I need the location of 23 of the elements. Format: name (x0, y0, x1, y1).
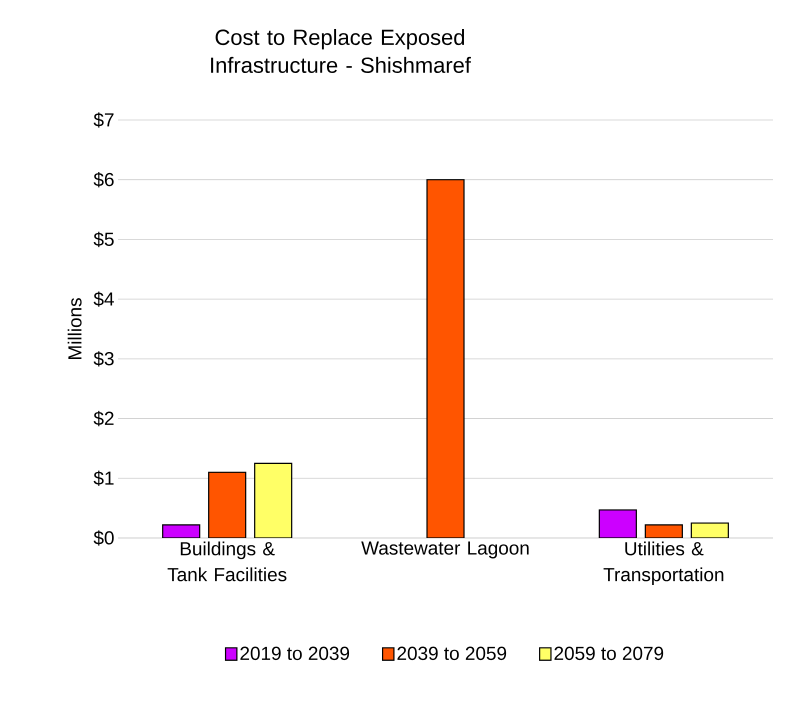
x-tick-label: Utilities & Transportation (604, 542, 724, 586)
y-tick-label: $1 (94, 470, 114, 486)
y-tick-label: $5 (94, 232, 114, 248)
y-tick-label: $3 (94, 351, 114, 367)
bar (598, 509, 637, 538)
y-tick-label: $4 (94, 291, 114, 307)
bar (426, 179, 465, 538)
chart-title: Cost to Replace Exposed Infrastructure - Shishmaref (211, 28, 471, 73)
bar (644, 524, 683, 538)
legend-label: 2059 to 2079 (554, 646, 664, 660)
y-tick-label: $7 (94, 112, 114, 128)
y-tick-label: $0 (94, 530, 114, 546)
legend-label: 2039 to 2059 (397, 646, 506, 660)
y-axis-title: Millions (68, 298, 82, 359)
bar (254, 462, 292, 538)
bar (208, 472, 246, 538)
legend-label: 2019 to 2039 (240, 646, 350, 660)
x-tick-label: Buildings & Tank Facilities (168, 542, 286, 582)
y-tick-label: $2 (94, 410, 114, 426)
bar (162, 524, 200, 538)
bar (690, 522, 729, 538)
x-tick-label: Wastewater Lagoon (361, 542, 529, 558)
y-tick-label: $6 (94, 172, 114, 188)
